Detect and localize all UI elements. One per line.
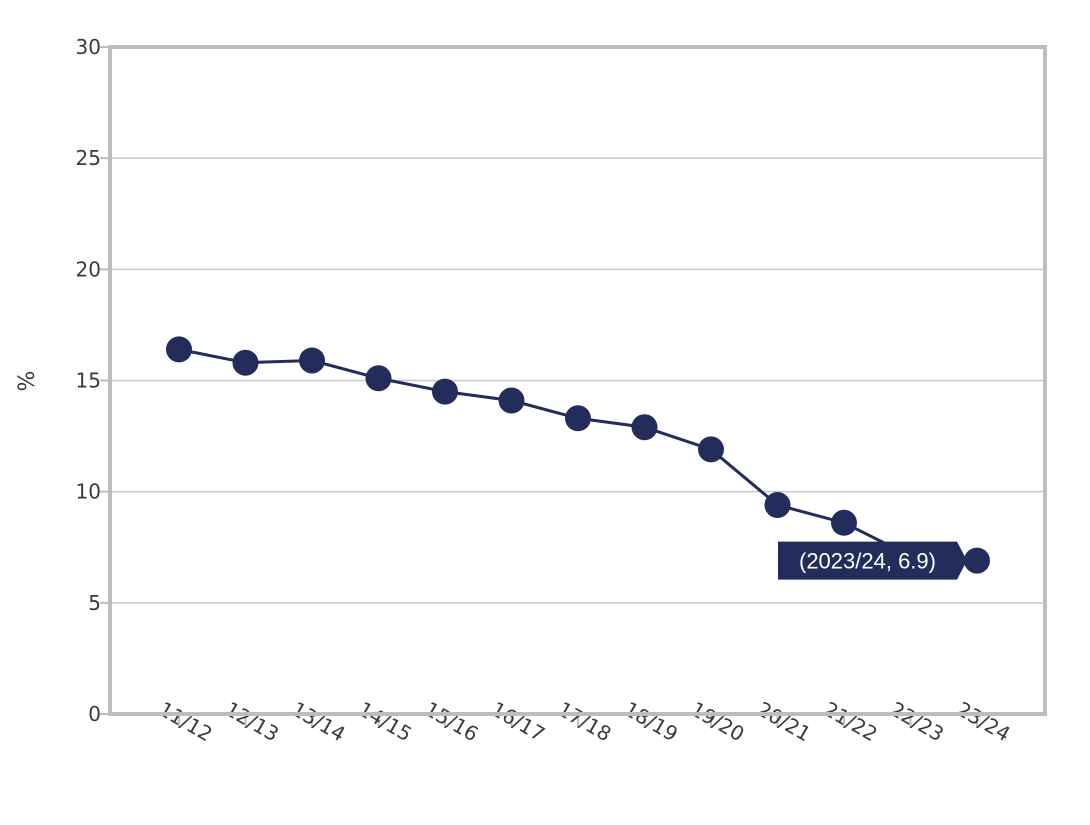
data-point (964, 547, 990, 574)
data-point (631, 414, 658, 441)
tooltip-text: (2023/24, 6.9) (799, 549, 936, 574)
y-tick-label: 5 (88, 591, 101, 615)
data-point (565, 405, 591, 432)
x-tick-label: 23/24 (953, 697, 1015, 747)
plot-frame (108, 45, 1047, 716)
x-tick-label: 15/16 (421, 697, 483, 747)
x-tick-label: 22/23 (886, 697, 948, 747)
y-axis-title: % (15, 371, 40, 392)
y-axis-ticks: 0 5 10 15 20 25 30 (76, 35, 110, 726)
data-point (764, 492, 791, 519)
data-point (432, 378, 458, 405)
y-tick-label: 15 (76, 369, 101, 393)
x-tick-label: 18/19 (620, 697, 682, 747)
x-axis-ticks: 11/12 12/13 13/14 14/15 15/16 16/17 17/18 18/19… (155, 697, 1015, 747)
tooltip: (2023/24, 6.9) (778, 541, 967, 580)
gridlines (110, 157, 1045, 604)
x-tick-label: 11/12 (155, 697, 217, 747)
series-line-group (166, 336, 990, 574)
data-point (232, 349, 259, 376)
data-point (831, 509, 857, 536)
y-tick-label: 10 (76, 480, 101, 504)
y-tick-label: 30 (76, 35, 101, 59)
data-point (299, 347, 325, 374)
y-tick-label: 0 (88, 702, 101, 726)
data-point (166, 336, 192, 363)
x-tick-label: 12/13 (221, 697, 283, 747)
data-point (498, 387, 525, 414)
x-tick-label: 19/20 (687, 697, 749, 747)
x-tick-label: 20/21 (753, 697, 815, 747)
tooltip-background (778, 541, 967, 580)
x-tick-label: 16/17 (487, 697, 549, 747)
data-point (365, 365, 392, 392)
x-tick-label: 17/18 (554, 697, 616, 747)
y-tick-label: 25 (76, 146, 101, 170)
x-tick-label: 14/15 (354, 697, 416, 747)
data-point (698, 436, 724, 463)
y-tick-label: 20 (76, 257, 101, 281)
x-tick-label: 13/14 (288, 697, 350, 747)
x-tick-label: 21/22 (820, 697, 882, 747)
